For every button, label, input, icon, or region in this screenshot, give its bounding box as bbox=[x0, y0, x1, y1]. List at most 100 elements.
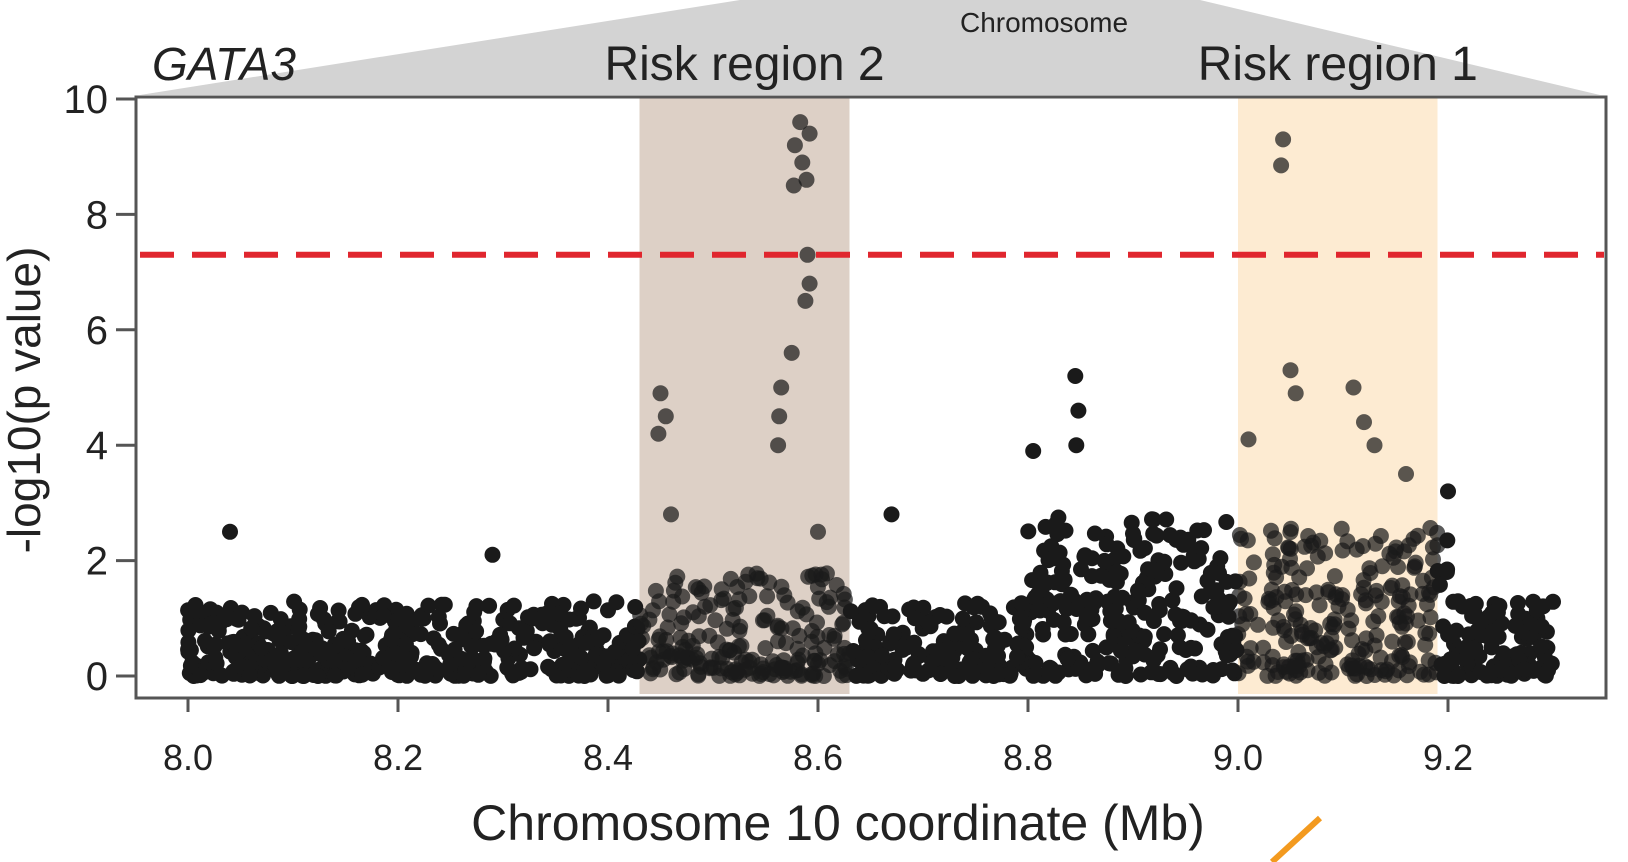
snp-point bbox=[1495, 645, 1512, 662]
snp-point bbox=[222, 523, 238, 540]
snp-point bbox=[759, 588, 776, 605]
snp-point bbox=[628, 663, 645, 680]
snp-point bbox=[550, 605, 567, 622]
snp-point bbox=[1132, 542, 1149, 559]
snp-point bbox=[1145, 652, 1162, 669]
snp-point bbox=[1156, 553, 1173, 570]
snp-point bbox=[697, 598, 713, 615]
snp-point bbox=[946, 625, 963, 642]
snp-point bbox=[946, 668, 963, 684]
snp-point bbox=[1068, 601, 1085, 617]
snp-point bbox=[1078, 611, 1095, 628]
snp-point bbox=[773, 620, 790, 637]
snp-point bbox=[1339, 601, 1356, 618]
snp-point bbox=[1353, 586, 1370, 603]
snp-point bbox=[798, 171, 815, 188]
snp-point bbox=[1340, 620, 1357, 637]
snp-point bbox=[286, 593, 303, 610]
snp-point bbox=[790, 651, 807, 668]
snp-point bbox=[505, 597, 522, 614]
snp-point bbox=[785, 177, 802, 194]
x-tick-label: 8.0 bbox=[163, 737, 213, 778]
snp-point bbox=[397, 636, 414, 653]
snp-point bbox=[285, 652, 302, 669]
snp-point bbox=[180, 634, 197, 651]
snp-point bbox=[714, 649, 731, 666]
chart-title: Chromosome bbox=[960, 7, 1128, 38]
snp-point bbox=[214, 667, 230, 684]
snp-point bbox=[1438, 564, 1455, 580]
snp-point bbox=[1047, 515, 1064, 532]
snp-point bbox=[526, 640, 543, 657]
snp-point bbox=[1533, 618, 1550, 635]
snp-point bbox=[800, 568, 817, 585]
snp-point bbox=[1280, 539, 1297, 556]
snp-point bbox=[1275, 131, 1292, 148]
snp-point bbox=[1150, 666, 1167, 682]
snp-point bbox=[1106, 588, 1123, 605]
snp-point bbox=[1454, 598, 1471, 615]
snp-point bbox=[1125, 648, 1141, 665]
snp-point bbox=[354, 666, 371, 683]
snp-point bbox=[381, 659, 397, 676]
snp-point bbox=[1490, 628, 1507, 645]
snp-point bbox=[1057, 626, 1074, 643]
snp-point bbox=[1035, 576, 1052, 593]
snp-point bbox=[658, 643, 675, 660]
snp-point bbox=[1278, 634, 1295, 650]
snp-point bbox=[1422, 609, 1439, 626]
snp-point bbox=[906, 610, 923, 627]
snp-point bbox=[192, 617, 209, 634]
snp-point bbox=[1145, 525, 1162, 542]
snp-point bbox=[1184, 665, 1201, 682]
snp-point bbox=[1355, 572, 1372, 588]
snp-point bbox=[921, 614, 938, 631]
snp-point bbox=[1242, 640, 1259, 657]
snp-point bbox=[794, 154, 811, 171]
snp-point bbox=[1112, 642, 1129, 659]
snp-point bbox=[1268, 569, 1285, 586]
snp-point bbox=[330, 613, 346, 630]
snp-point bbox=[983, 610, 1000, 627]
snp-point bbox=[874, 647, 890, 664]
x-tick-label: 8.4 bbox=[583, 737, 633, 778]
snp-point bbox=[773, 379, 790, 396]
snp-point bbox=[652, 385, 669, 402]
snp-point bbox=[234, 604, 250, 621]
snp-point bbox=[786, 137, 803, 154]
snp-point bbox=[799, 246, 816, 263]
snp-point bbox=[1218, 514, 1235, 530]
snp-point bbox=[489, 632, 506, 649]
snp-point bbox=[1236, 590, 1253, 607]
snp-point bbox=[504, 665, 521, 682]
snp-point bbox=[600, 667, 617, 684]
snp-point bbox=[836, 599, 853, 616]
x-tick-label: 9.0 bbox=[1213, 737, 1263, 778]
snp-point bbox=[850, 666, 867, 683]
snp-point bbox=[650, 425, 667, 442]
snp-point bbox=[1421, 625, 1438, 642]
snp-point bbox=[425, 630, 442, 647]
snp-point bbox=[1399, 633, 1416, 650]
y-tick-label: 6 bbox=[86, 309, 108, 353]
snp-point bbox=[1310, 648, 1327, 665]
snp-point bbox=[1365, 613, 1382, 630]
snp-point bbox=[1027, 655, 1044, 671]
snp-point bbox=[1084, 642, 1101, 659]
snp-point bbox=[1415, 572, 1431, 589]
snp-point bbox=[959, 626, 976, 643]
snp-point bbox=[1291, 569, 1308, 586]
snp-point bbox=[978, 647, 995, 664]
snp-point bbox=[835, 614, 852, 631]
snp-point bbox=[1162, 527, 1179, 544]
snp-point bbox=[1354, 538, 1371, 555]
snp-point bbox=[576, 663, 593, 680]
snp-point bbox=[784, 620, 801, 637]
snp-point bbox=[1009, 648, 1025, 665]
snp-point bbox=[1145, 511, 1162, 528]
snp-point bbox=[932, 665, 949, 682]
snp-point bbox=[298, 652, 315, 669]
snp-point bbox=[809, 628, 826, 645]
snp-point bbox=[188, 603, 205, 620]
snp-point bbox=[905, 655, 922, 672]
